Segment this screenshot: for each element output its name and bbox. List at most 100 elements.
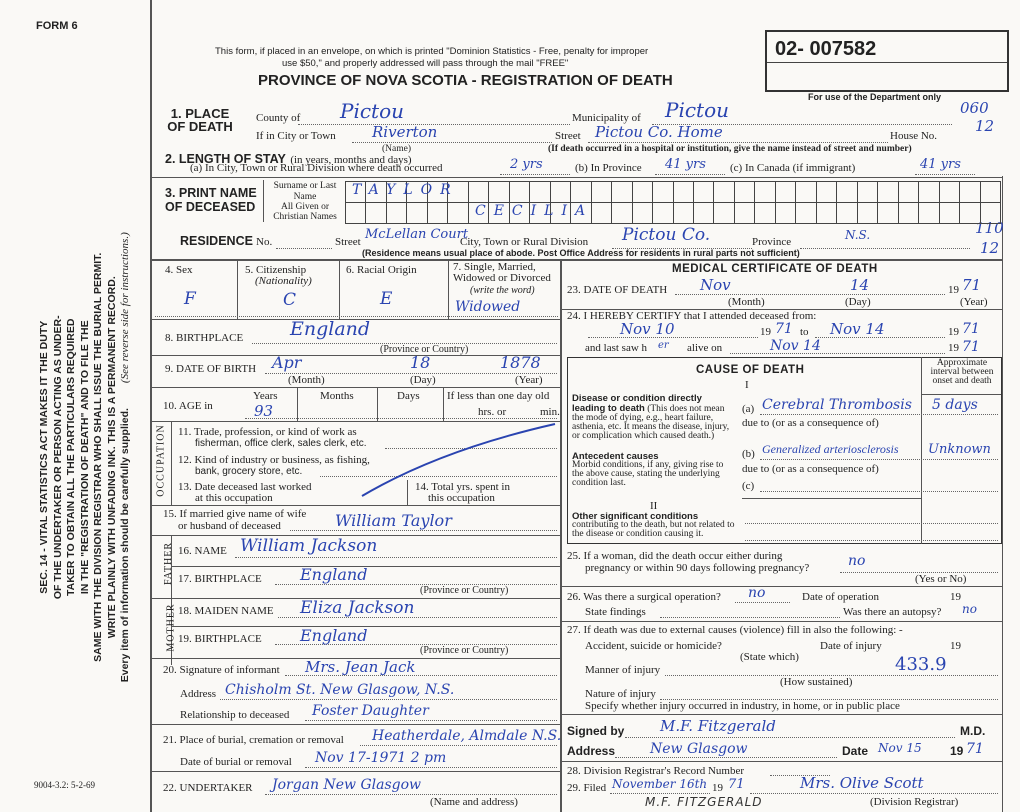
birthplace-label: 8. BIRTHPLACE [165, 332, 244, 344]
undertaker-value: Jorgan New Glasgow [272, 777, 422, 793]
month-note: (Month) [728, 296, 765, 308]
undertaker-label: 22. UNDERTAKER [163, 782, 253, 794]
q26-label: 26. Was there a surgical operation? [567, 591, 721, 603]
accident-label: Accident, suicide or homicide? [585, 640, 722, 652]
classification-code: 433.9 [895, 654, 947, 675]
sex-label: 4. Sex [165, 264, 193, 276]
death-month: Nov [700, 276, 731, 294]
operation-date-label: Date of operation [802, 591, 879, 603]
city-value: Riverton [372, 123, 438, 141]
month-note: (Month) [288, 374, 325, 386]
min-label: min. [540, 406, 560, 418]
cause-a-value: Cerebral Thrombosis [762, 397, 912, 413]
md-label: M.D. [960, 724, 986, 738]
signed-by-label: Signed by [567, 724, 625, 738]
department-only-label: For use of the Department only [808, 92, 942, 102]
q25-label: 25. If a woman, did the death occur eith… [567, 550, 783, 562]
signed-by-value: M.F. Fitzgerald [660, 717, 776, 735]
stay-province-label: (b) In Province [575, 162, 642, 174]
last-saw-label: and last saw h [585, 342, 648, 354]
department-code: 12 [980, 239, 1000, 257]
registration-number-box [765, 30, 1009, 92]
statute-line: Every item of information should be care… [118, 408, 131, 683]
statute-line: IN THE "REGISTRATION OF DEATH" AND TO FI… [78, 320, 91, 595]
autopsy-value: no [962, 602, 977, 616]
occupation-strike-line [361, 423, 556, 497]
age-years-value: 93 [254, 402, 274, 420]
months-label: Months [320, 390, 354, 402]
informant-signature-label: 20. Signature of informant [163, 664, 280, 676]
statute-line: OF THE UNDERTAKER OR PERSON ACTING AS UN… [51, 315, 64, 600]
stay-province-value: 41 yrs [665, 157, 706, 172]
residence-label: RESIDENCE [180, 234, 253, 248]
dob-month: Apr [272, 353, 302, 372]
signature-address-value: New Glasgow [650, 741, 748, 757]
racial-origin-label: 6. Racial Origin [346, 264, 417, 276]
signature-year: 71 [966, 741, 984, 757]
year-note: (Year) [515, 374, 543, 386]
father-name-label: 16. NAME [178, 545, 227, 557]
father-name-value: William Jackson [240, 536, 378, 556]
year-prefix: 19 [950, 591, 961, 603]
division-registrar-signature: Mrs. Olive Scott [800, 774, 924, 792]
father-birthplace-note: (Province or Country) [420, 585, 509, 596]
stay-city-label: (a) In City, Town or Rural Division wher… [190, 162, 443, 174]
spouse-label: 15. If married give name of wife [163, 508, 307, 520]
part-one-label: I [745, 379, 749, 391]
direct-cause-note: (This does not mean the mode of dying, e… [572, 404, 730, 441]
q14-label-2: this occupation [428, 492, 495, 504]
statute-line: TAKER TO OBTAIN ALL THE PARTICULARS REQU… [64, 318, 77, 596]
residence-no-label: No. [256, 236, 273, 248]
mother-name-value: Eliza Jackson [300, 598, 415, 618]
form-number-label: FORM 6 [36, 20, 78, 32]
q12-examples: bank, grocery store, etc. [195, 466, 303, 477]
residence-province-value: N.S. [845, 228, 871, 242]
part-two-label: II [650, 500, 658, 512]
form-code: 9004-3.2: 5-2-69 [34, 780, 95, 790]
given-names-label: All Given or Christian Names [273, 202, 337, 222]
father-birthplace-label: 17. BIRTHPLACE [178, 573, 262, 585]
informant-address-value: Chisholm St. New Glasgow, N.S. [225, 682, 455, 698]
antecedent-instructions: Antecedent causes Morbid conditions, if … [572, 452, 737, 488]
day-note: (Day) [845, 296, 871, 308]
death-year: 71 [962, 276, 982, 294]
department-code: 060 [960, 99, 989, 117]
antecedent-note: Morbid conditions, if any, giving rise t… [572, 460, 724, 488]
citizenship-label: 5. Citizenship [245, 264, 307, 276]
printed-physician-name: M.F. FITZGERALD [645, 795, 763, 809]
registration-number-divider [767, 32, 1007, 63]
signature-address-label: Address [567, 744, 616, 758]
mother-birthplace-note: (Province or Country) [420, 645, 509, 656]
cause-b-interval: Unknown [928, 442, 991, 457]
form-border [150, 0, 152, 812]
to-label: to [800, 326, 809, 338]
record-number-label: 28. Division Registrar's Record Number [567, 765, 745, 777]
year-prefix: 19 [948, 342, 959, 354]
statute-text: SEC. 14 - VITAL STATISTICS ACT MAKES IT … [38, 222, 133, 692]
cause-b-label: (b) [742, 448, 755, 460]
q27-label: 27. If death was due to external causes … [567, 624, 903, 636]
cause-c-label: (c) [742, 480, 755, 492]
other-conditions-instructions: Other significant conditions contributin… [572, 512, 737, 539]
attended-from-year: 71 [775, 321, 793, 337]
length-of-stay-heading: 2. LENGTH OF STAY (in years, months and … [165, 150, 412, 168]
mother-birthplace-value: England [300, 626, 368, 645]
birthplace-value: England [290, 318, 371, 340]
street-value: Pictou Co. Home [595, 123, 723, 141]
racial-origin-value: E [380, 289, 393, 309]
citizenship-value: C [283, 290, 297, 310]
informant-address-label: Address [180, 688, 217, 700]
form-border [1002, 176, 1003, 812]
given-names-grid[interactable] [345, 202, 1001, 224]
burial-place-value: Heatherdale, Almdale N.S. [372, 728, 562, 744]
cause-of-death-title: CAUSE OF DEATH [696, 364, 805, 376]
burial-place-label: 21. Place of burial, cremation or remova… [163, 734, 344, 746]
q11-examples: fisherman, office clerk, sales clerk, et… [195, 438, 367, 449]
certify-label: 24. I HEREBY CERTIFY that I attended dec… [567, 310, 817, 322]
relationship-value: Foster Daughter [312, 703, 429, 719]
department-code: 12 [975, 117, 995, 135]
length-of-stay-note: (in years, months and days) [290, 154, 412, 166]
q25-label-2: pregnancy or within 90 days following pr… [585, 562, 810, 574]
marital-status-note: (write the word) [470, 285, 535, 296]
interval-header: Approximate interval between onset and d… [930, 358, 994, 386]
